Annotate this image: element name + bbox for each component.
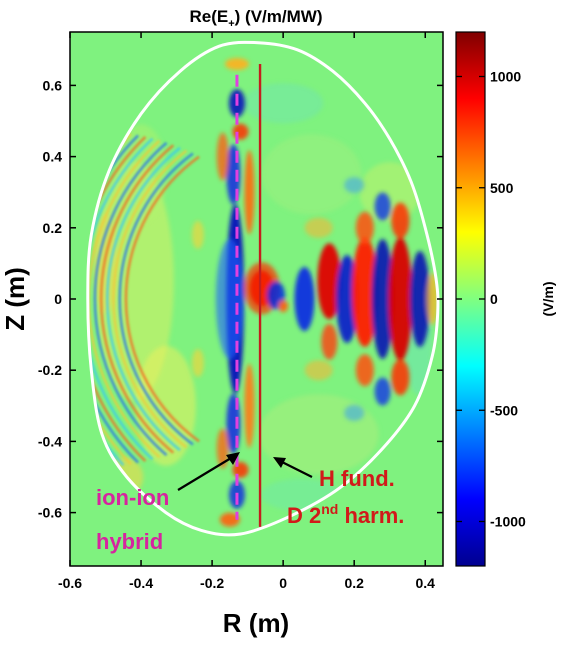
colorbar-tick-label: 1000 [490,69,521,85]
y-tick-label: -0.4 [38,433,62,449]
colorbar-tick-label: 0 [490,291,498,307]
y-tick-label: 0.6 [43,77,63,93]
vessel-boundary [86,40,440,537]
x-tick-label: -0.4 [129,575,153,591]
label-d-harm-superscript: nd [321,501,338,517]
label-ion-ion: ion-ion [96,485,169,510]
x-tick-label: 0 [279,575,287,591]
resonance-lines [235,64,262,527]
y-tick-label: 0.4 [43,149,63,165]
arrow-h-fund-head [273,457,286,468]
label-d-harm: D 2nd harm. [287,501,404,528]
colorbar-tick-label: -500 [490,402,518,418]
y-tick-label: 0 [54,291,62,307]
x-tick-label: 0.4 [416,575,436,591]
arrow-ion-ion-head [226,452,240,465]
y-axis-label: Z (m) [0,267,30,331]
x-axis: -0.6 -0.4 -0.2 0 0.2 0.4 [58,32,435,591]
label-h-fund: H fund. [319,466,395,491]
colorbar-ticks: 1000 500 0 -500 -1000 [456,69,526,530]
chart-title: Re(E+) (V/m/MW) [190,7,323,30]
annotation-arrows [177,452,313,491]
chart-title-subscript: + [228,18,234,30]
colorbar-tick-label: 500 [490,180,514,196]
x-tick-label: -0.6 [58,575,82,591]
y-tick-label: 0.2 [43,220,63,236]
y-axis: -0.6 -0.4 -0.2 0 0.2 0.4 0.6 [38,77,443,521]
x-tick-label: -0.2 [200,575,224,591]
x-tick-label: 0.2 [344,575,364,591]
label-hybrid: hybrid [96,529,163,554]
arrow-h-fund [277,459,313,478]
y-tick-label: -0.2 [38,362,62,378]
colorbar-tick-label: -1000 [490,514,526,530]
y-tick-label: -0.6 [38,505,62,521]
colorbar-label: (V/m) [540,282,556,317]
arrow-ion-ion [177,454,237,491]
x-axis-label: R (m) [223,608,289,638]
